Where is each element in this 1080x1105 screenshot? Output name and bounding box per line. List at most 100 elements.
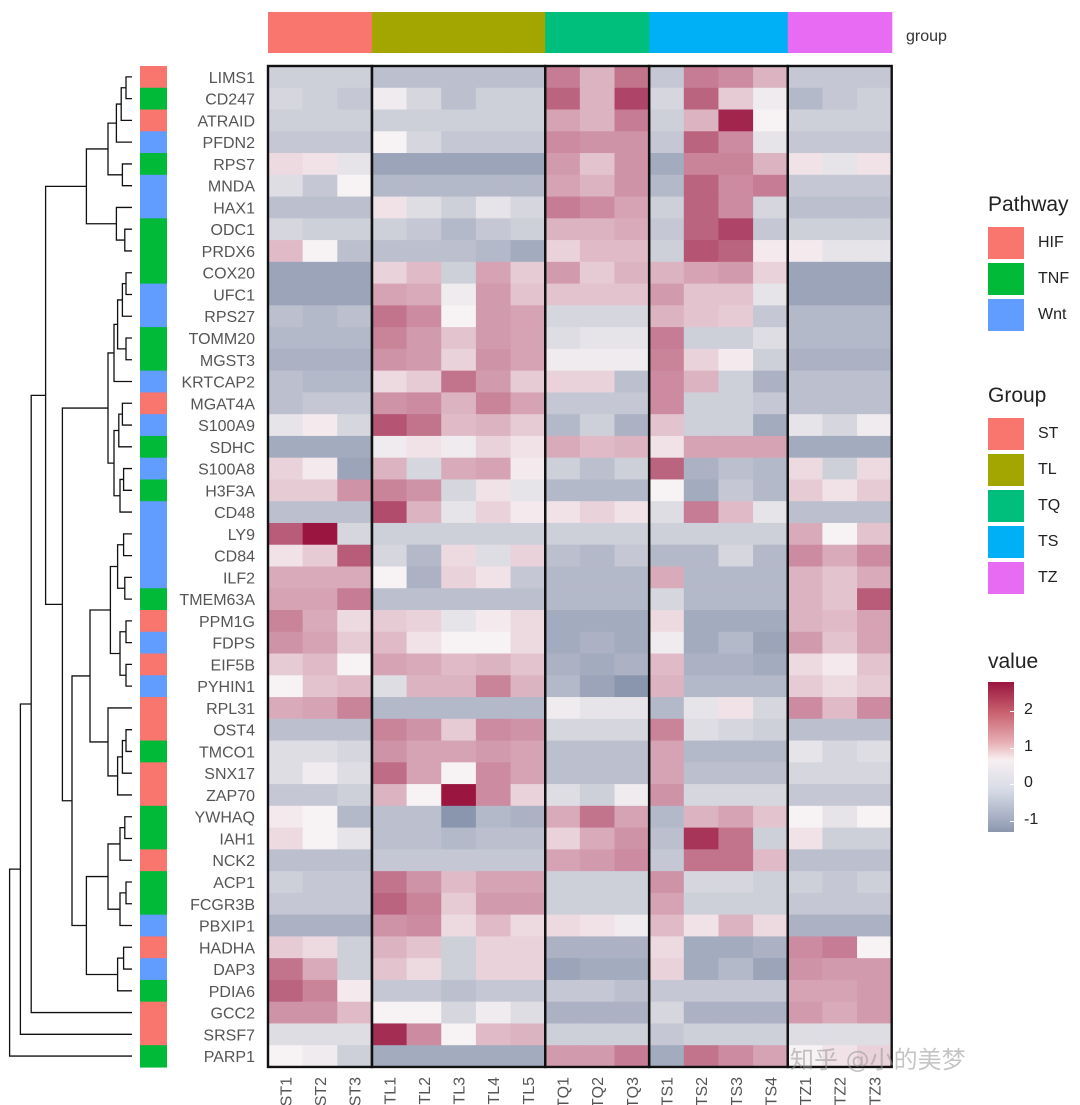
pathway-annotation-cell [140,392,167,415]
pathway-annotation-cell [140,196,167,219]
heatmap-cell [649,871,685,894]
pathway-annotation-cell [140,109,167,132]
heatmap-cell [545,849,581,872]
heatmap-cell [371,348,408,372]
group-annotation-cell [268,12,304,53]
heatmap-cell [406,479,442,502]
heatmap-cell [337,501,373,524]
heatmap-cell [371,849,408,872]
heatmap-cell [406,327,442,350]
heatmap-cell [302,261,338,285]
heatmap-cell [753,936,789,959]
heatmap-cell [337,261,373,285]
heatmap-cell [371,218,408,241]
heatmap-cell [371,566,408,589]
heatmap-cell [441,958,477,981]
heatmap-cell [545,544,581,568]
heatmap-cell [302,610,338,633]
sample-label: TS3 [729,1077,746,1105]
pathway-annotation-cell [140,174,167,198]
heatmap-cell [371,697,408,720]
dendrogram-branch [116,957,132,992]
heatmap-cell [614,348,650,372]
heatmap-cell [268,544,304,568]
heatmap-cell [649,762,685,785]
dendrogram-branch [89,609,111,743]
dendrogram-branch [107,352,114,464]
pathway-annotation-cell [140,153,167,176]
heatmap-cell [787,653,823,676]
dendrogram-branch [107,843,120,910]
heatmap-cell [545,87,581,111]
heatmap-cell [649,283,685,306]
heatmap-cell [579,87,616,111]
heatmap-cell [441,871,477,894]
heatmap-cell [614,457,650,481]
heatmap-cell [822,522,858,546]
pathway-annotation-cell [140,914,167,937]
heatmap-cell [614,501,650,524]
value-colorbar-tickmark [1010,821,1016,823]
heatmap-cell [614,827,650,850]
heatmap-cell [371,261,408,285]
group-legend-swatch [988,454,1024,486]
heatmap-cell [545,414,581,437]
heatmap-cell [406,240,442,263]
pathway-annotation-cell [140,348,167,372]
heatmap-cell [406,1023,442,1046]
heatmap-cell [545,588,581,611]
heatmap-cell [649,784,685,807]
sample-label: TZ2 [833,1077,850,1105]
heatmap-cell [718,805,754,829]
heatmap-cell [718,1045,754,1068]
sample-label: TL1 [382,1077,399,1105]
heatmap-cell [441,305,477,328]
heatmap-cell [510,805,546,829]
heatmap-cell [406,631,442,655]
heatmap-cell [371,457,408,481]
heatmap-cell [337,762,373,785]
heatmap-cell [406,66,442,89]
heatmap-cell [753,327,789,350]
heatmap-cell [441,762,477,785]
heatmap-cell [822,479,858,502]
heatmap-cell [406,697,442,720]
group-legend-label: TZ [1038,569,1058,586]
heatmap-cell [579,240,616,263]
heatmap-cell [787,501,823,524]
heatmap-cell [302,784,338,807]
heatmap-cell [718,414,754,437]
pathway-annotation-cell [140,1001,167,1025]
gene-label: MNDA [208,179,255,196]
dendrogram-branch [19,703,132,1035]
heatmap-cell [857,66,893,89]
heatmap-cell [753,631,789,655]
sample-label: ST1 [278,1077,295,1105]
heatmap-cell [787,936,823,959]
heatmap-cell [475,522,512,546]
heatmap-cell [268,697,304,720]
heatmap-cell [857,805,893,829]
dendrogram-branch [125,76,132,100]
dendrogram-branch [113,323,132,383]
heatmap-cell [753,174,789,198]
heatmap-cell [302,697,338,720]
heatmap-cell [268,979,304,1003]
heatmap-cell [857,479,893,502]
heatmap-cell [337,131,373,154]
heatmap-cell [787,414,823,437]
heatmap-cell [475,348,512,372]
heatmap-cell [579,936,616,959]
heatmap-cell [683,479,720,502]
gene-label: PBXIP1 [199,919,255,936]
heatmap-cell [822,784,858,807]
pathway-annotation-cell [140,979,167,1003]
heatmap-cell [545,631,581,655]
heatmap-cell [475,566,512,589]
heatmap-cell [718,631,754,655]
heatmap-cell [649,305,685,328]
heatmap-cell [787,305,823,328]
heatmap-cell [510,327,546,350]
pathway-annotation-cell [140,958,167,981]
